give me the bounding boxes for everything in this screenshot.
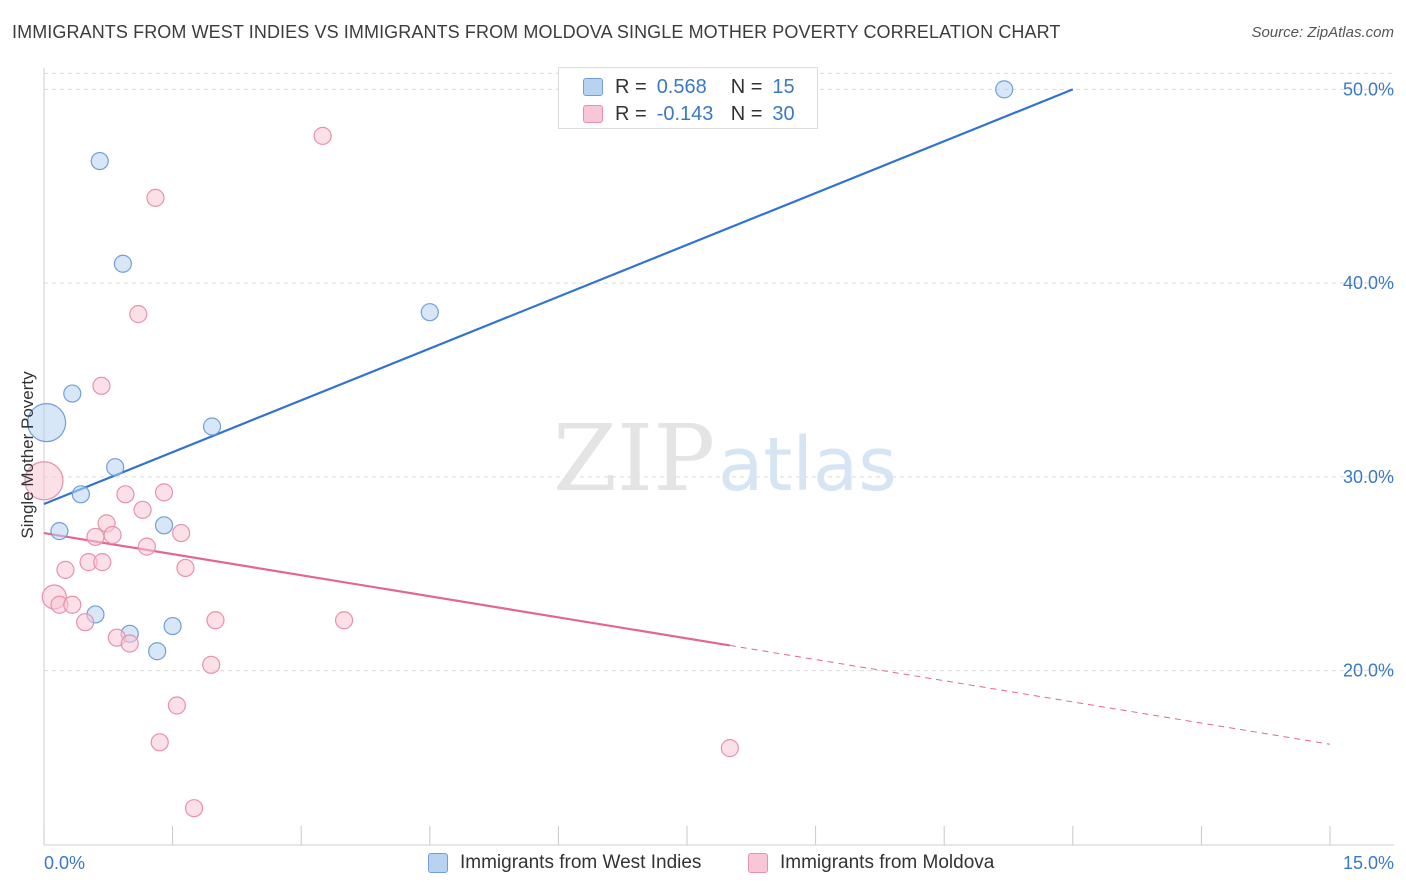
- swatch-west-indies: [583, 78, 603, 96]
- watermark-zip: ZIP: [553, 405, 715, 512]
- trend-line-moldova-extension: [729, 644, 1331, 745]
- n-value: 30: [772, 102, 795, 125]
- x-tick-label: 15.0%: [1343, 853, 1394, 873]
- point-moldova: [172, 523, 191, 543]
- point-moldova: [202, 655, 221, 674]
- chart-title: IMMIGRANTS FROM WEST INDIES VS IMMIGRANT…: [12, 22, 1061, 42]
- point-west-indies: [63, 384, 82, 403]
- point-west-indies: [154, 516, 174, 535]
- y-tick-label: 20.0%: [1343, 661, 1394, 681]
- point-moldova: [133, 500, 152, 519]
- point-west-indies: [148, 642, 167, 661]
- point-west-indies: [420, 303, 439, 322]
- point-west-indies: [90, 151, 109, 171]
- r-value: 0.568: [656, 75, 707, 98]
- point-moldova: [120, 634, 139, 653]
- point-moldova: [129, 305, 148, 324]
- data-points: [24, 80, 1014, 818]
- series-legend: Immigrants from West Indies Immigrants f…: [0, 851, 1406, 877]
- stats-row-moldova: R = -0.143 N = 30: [583, 102, 795, 126]
- point-moldova: [56, 560, 75, 579]
- point-moldova: [24, 461, 64, 501]
- y-axis-label: Single Mother Poverty: [18, 371, 37, 539]
- point-moldova: [103, 525, 122, 545]
- swatch-moldova: [583, 105, 603, 123]
- point-moldova: [154, 483, 174, 502]
- point-west-indies: [106, 458, 125, 477]
- point-moldova: [92, 376, 111, 395]
- point-moldova: [334, 611, 354, 630]
- point-moldova: [116, 485, 135, 504]
- y-tick-labels: 20.0% 30.0% 40.0% 50.0%: [1343, 79, 1394, 680]
- stats-row-west-indies: R = 0.568 N = 15: [583, 75, 795, 99]
- axes: [43, 68, 1394, 846]
- point-moldova: [313, 126, 332, 145]
- legend-item-moldova[interactable]: Immigrants from Moldova: [748, 852, 994, 874]
- n-label: N =: [730, 102, 763, 125]
- point-moldova: [176, 558, 195, 578]
- x-tick-label: 0.0%: [44, 853, 85, 873]
- y-tick-label: 50.0%: [1343, 79, 1394, 99]
- watermark-atlas: atlas: [718, 422, 897, 508]
- y-tick-label: 30.0%: [1343, 467, 1394, 487]
- point-moldova: [63, 595, 82, 614]
- point-moldova: [150, 733, 169, 752]
- source-credit: Source: ZipAtlas.com: [1251, 24, 1394, 41]
- legend-label-moldova: Immigrants from Moldova: [780, 852, 995, 873]
- r-value: -0.143: [656, 102, 714, 125]
- point-west-indies: [995, 80, 1014, 99]
- point-moldova: [93, 553, 112, 572]
- watermark: ZIP atlas: [553, 405, 897, 512]
- legend-label-west-indies: Immigrants from West Indies: [460, 852, 702, 873]
- legend-swatch-west-indies: [428, 853, 448, 873]
- point-moldova: [146, 188, 165, 207]
- r-label: R =: [615, 102, 647, 125]
- grid-lines: [44, 72, 1394, 672]
- legend-swatch-moldova: [748, 853, 768, 873]
- point-west-indies: [71, 485, 90, 504]
- point-west-indies: [26, 403, 67, 443]
- point-west-indies: [113, 254, 132, 273]
- trend-line-moldova: [43, 531, 731, 647]
- point-moldova: [86, 527, 105, 547]
- legend-item-west-indies[interactable]: Immigrants from West Indies: [428, 852, 701, 874]
- point-moldova: [76, 613, 95, 632]
- y-tick-label: 40.0%: [1343, 273, 1394, 293]
- point-moldova: [720, 739, 739, 758]
- point-moldova: [167, 696, 186, 715]
- x-tick-labels: 0.0% 15.0%: [44, 853, 1394, 873]
- point-moldova: [206, 611, 225, 630]
- point-moldova: [137, 537, 156, 556]
- stats-legend: R = 0.568 N = 15 R = -0.143 N = 30: [558, 67, 818, 129]
- point-west-indies: [50, 522, 69, 541]
- point-west-indies: [202, 417, 222, 436]
- point-moldova: [184, 799, 204, 818]
- n-label: N =: [730, 75, 763, 98]
- x-ticks: [43, 826, 1331, 845]
- point-west-indies: [163, 616, 182, 636]
- r-label: R =: [615, 75, 647, 98]
- n-value: 15: [772, 75, 795, 98]
